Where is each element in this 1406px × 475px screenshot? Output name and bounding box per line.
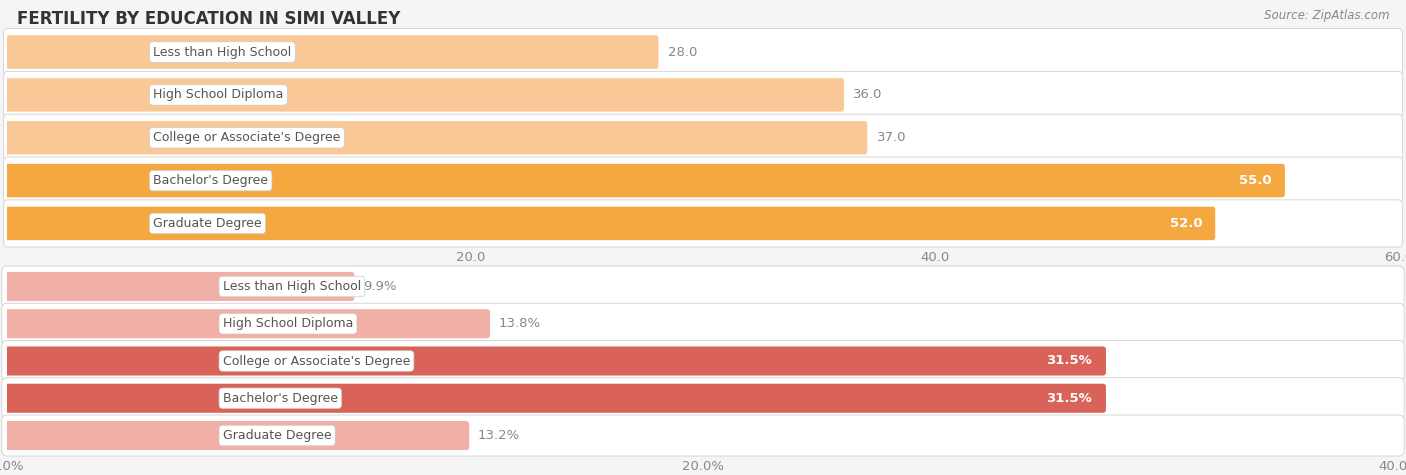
Text: 28.0: 28.0 — [668, 46, 697, 58]
FancyBboxPatch shape — [4, 346, 1107, 376]
FancyBboxPatch shape — [6, 207, 1215, 240]
FancyBboxPatch shape — [6, 78, 844, 112]
FancyBboxPatch shape — [1, 415, 1405, 456]
Text: Less than High School: Less than High School — [222, 280, 361, 293]
Text: High School Diploma: High School Diploma — [222, 317, 353, 330]
FancyBboxPatch shape — [1, 266, 1405, 307]
Text: 13.8%: 13.8% — [498, 317, 540, 330]
Text: Less than High School: Less than High School — [153, 46, 291, 58]
Text: College or Associate's Degree: College or Associate's Degree — [153, 131, 340, 144]
Text: College or Associate's Degree: College or Associate's Degree — [222, 354, 411, 368]
Text: Bachelor's Degree: Bachelor's Degree — [153, 174, 269, 187]
FancyBboxPatch shape — [1, 303, 1405, 344]
FancyBboxPatch shape — [4, 384, 1107, 413]
FancyBboxPatch shape — [4, 28, 1402, 76]
Text: 55.0: 55.0 — [1239, 174, 1272, 187]
Text: 31.5%: 31.5% — [1046, 354, 1092, 368]
Text: 52.0: 52.0 — [1170, 217, 1202, 230]
FancyBboxPatch shape — [4, 421, 470, 450]
Text: FERTILITY BY EDUCATION IN SIMI VALLEY: FERTILITY BY EDUCATION IN SIMI VALLEY — [17, 10, 401, 28]
Text: High School Diploma: High School Diploma — [153, 88, 284, 101]
Text: Graduate Degree: Graduate Degree — [153, 217, 262, 230]
FancyBboxPatch shape — [4, 71, 1402, 118]
Text: Graduate Degree: Graduate Degree — [222, 429, 332, 442]
Text: Source: ZipAtlas.com: Source: ZipAtlas.com — [1264, 10, 1389, 22]
Text: 31.5%: 31.5% — [1046, 392, 1092, 405]
FancyBboxPatch shape — [1, 378, 1405, 419]
FancyBboxPatch shape — [6, 121, 868, 154]
FancyBboxPatch shape — [4, 309, 491, 338]
FancyBboxPatch shape — [4, 200, 1402, 247]
FancyBboxPatch shape — [4, 157, 1402, 204]
FancyBboxPatch shape — [4, 272, 354, 301]
FancyBboxPatch shape — [4, 114, 1402, 162]
FancyBboxPatch shape — [6, 35, 658, 69]
Text: 36.0: 36.0 — [853, 88, 883, 101]
Text: 13.2%: 13.2% — [478, 429, 520, 442]
Text: Bachelor's Degree: Bachelor's Degree — [222, 392, 337, 405]
Text: 9.9%: 9.9% — [363, 280, 396, 293]
FancyBboxPatch shape — [6, 164, 1285, 197]
FancyBboxPatch shape — [1, 341, 1405, 381]
Text: 37.0: 37.0 — [876, 131, 905, 144]
